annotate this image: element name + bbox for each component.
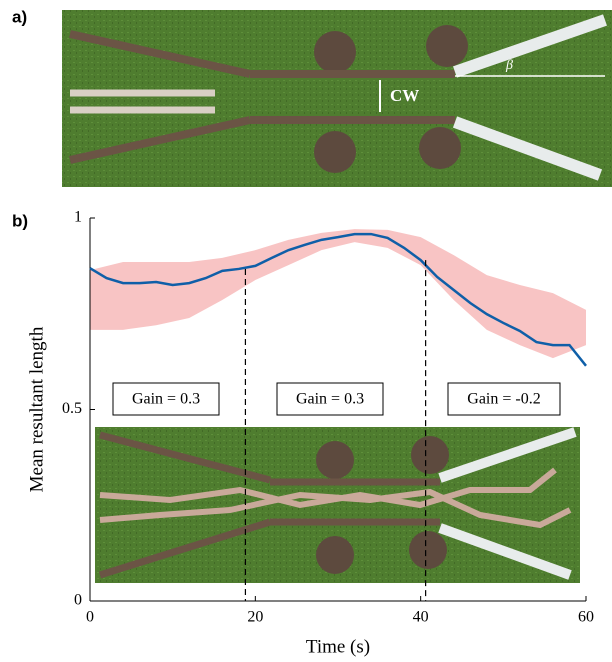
plot bbox=[89, 217, 587, 602]
y-tick-label: 0 bbox=[74, 592, 82, 609]
x-tick-label: 40 bbox=[413, 609, 429, 626]
x-tick-label: 60 bbox=[578, 609, 594, 626]
x-tick-label: 0 bbox=[86, 609, 94, 626]
annotation: Gain = -0.2 bbox=[467, 391, 540, 408]
annotation: Gain = 0.3 bbox=[296, 391, 364, 408]
photo-label: CW bbox=[390, 86, 419, 105]
photo-inset bbox=[95, 427, 580, 583]
overlay: 0 20 40 60 0 0.5 1 Time (s) Mean resultant lengt… bbox=[26, 209, 594, 658]
panel-label: b) bbox=[12, 211, 28, 230]
y-tick-label: 1 bbox=[74, 209, 82, 226]
annotation: Gain = 0.3 bbox=[132, 391, 200, 408]
x-tick-label: 20 bbox=[247, 609, 263, 626]
band-upper bbox=[90, 229, 586, 359]
x-axis-label: Time (s) bbox=[306, 636, 370, 657]
line bbox=[89, 232, 587, 367]
annotation-box bbox=[276, 382, 384, 416]
y-axis-label: Mean resultant length bbox=[26, 326, 47, 492]
y-tick-label: 0.5 bbox=[62, 400, 82, 417]
panel-label: a) bbox=[12, 7, 27, 26]
annotation-box bbox=[112, 382, 220, 416]
photo-a: CW β bbox=[62, 10, 612, 187]
photo-label: β bbox=[505, 58, 513, 73]
annotation-box bbox=[447, 382, 561, 416]
